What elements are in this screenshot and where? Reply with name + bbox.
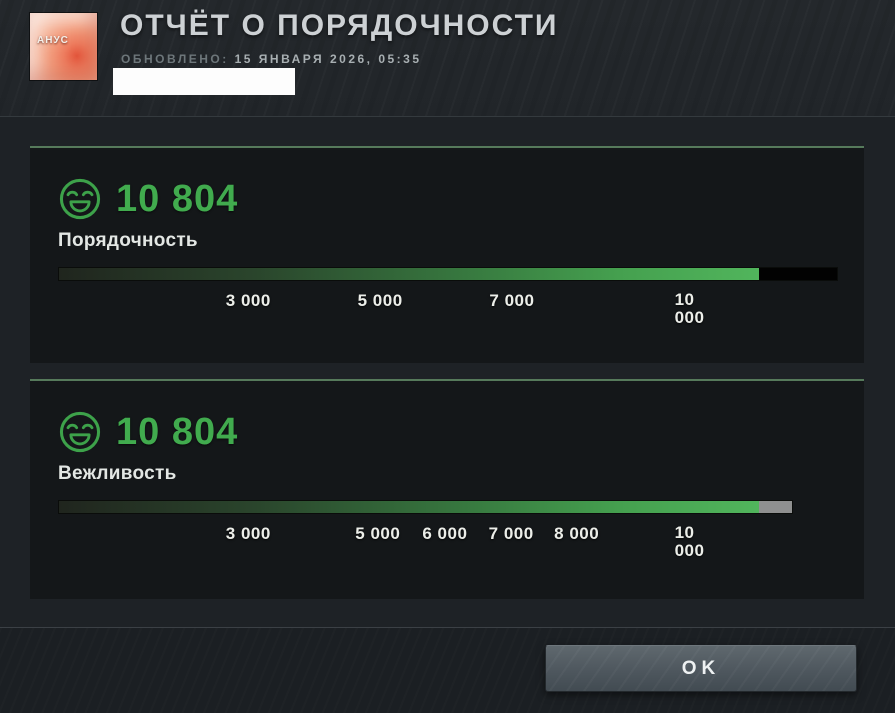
axis-tick-label: 8 000 <box>554 524 600 543</box>
score-row: 10 804 <box>58 176 838 222</box>
axis-tick-label: 10 000 <box>674 523 705 561</box>
axis-tick-label: 5 000 <box>357 291 403 310</box>
axis-tick-label: 3 000 <box>225 291 271 310</box>
politeness-panel: 10 804 Вежливость 3 000 5 000 6 000 7 000 8 … <box>30 379 864 599</box>
conduct-bar-track <box>58 267 838 281</box>
conduct-bar-track <box>58 500 838 514</box>
ok-button[interactable]: OK <box>545 645 857 692</box>
axis-tick-label: 10 000 <box>674 290 705 328</box>
conduct-score: 10 804 <box>116 177 239 220</box>
score-row: 10 804 <box>58 409 838 455</box>
conduct-bar-cap <box>758 501 792 513</box>
conduct-label: Порядочность <box>58 230 198 251</box>
conduct-bar <box>58 267 838 281</box>
page-title: ОТЧЁТ О ПОРЯДОЧНОСТИ <box>120 9 559 42</box>
updated-value: 15 ЯНВАРЯ 2026, 05:35 <box>234 52 422 66</box>
axis-ticks: 3 000 5 000 6 000 7 000 8 000 10 000 <box>58 523 838 578</box>
dialog-header: АНУС ОТЧЁТ О ПОРЯДОЧНОСТИ ОБНОВЛЕНО: 15 … <box>0 0 895 117</box>
axis-tick-label: 5 000 <box>355 524 401 543</box>
axis-tick-label: 7 000 <box>489 291 535 310</box>
axis-tick-label: 7 000 <box>488 524 534 543</box>
dialog-footer: OK <box>0 628 895 713</box>
updated-timestamp: ОБНОВЛЕНО: 15 ЯНВАРЯ 2026, 05:35 <box>121 52 422 66</box>
politeness-score: 10 804 <box>116 410 239 453</box>
avatar-text: АНУС <box>37 35 69 46</box>
conduct-bar-cap <box>759 268 837 280</box>
updated-label: ОБНОВЛЕНО: <box>121 52 229 66</box>
smiley-happy-icon <box>59 178 101 220</box>
politeness-label: Вежливость <box>58 463 177 484</box>
conduct-bar-fill <box>59 501 759 513</box>
redacted-player-name <box>113 68 295 95</box>
axis-tick-label: 3 000 <box>225 524 271 543</box>
player-avatar: АНУС <box>30 13 97 80</box>
conduct-bar-fill <box>59 268 760 280</box>
footer-divider <box>0 627 895 628</box>
axis-ticks: 3 000 5 000 7 000 10 000 <box>58 290 838 345</box>
smiley-happy-icon <box>59 411 101 453</box>
conduct-panel: 10 804 Порядочность 3 000 5 000 7 000 10 00… <box>30 146 864 363</box>
axis-tick-label: 6 000 <box>422 524 468 543</box>
conduct-bar <box>58 500 793 514</box>
